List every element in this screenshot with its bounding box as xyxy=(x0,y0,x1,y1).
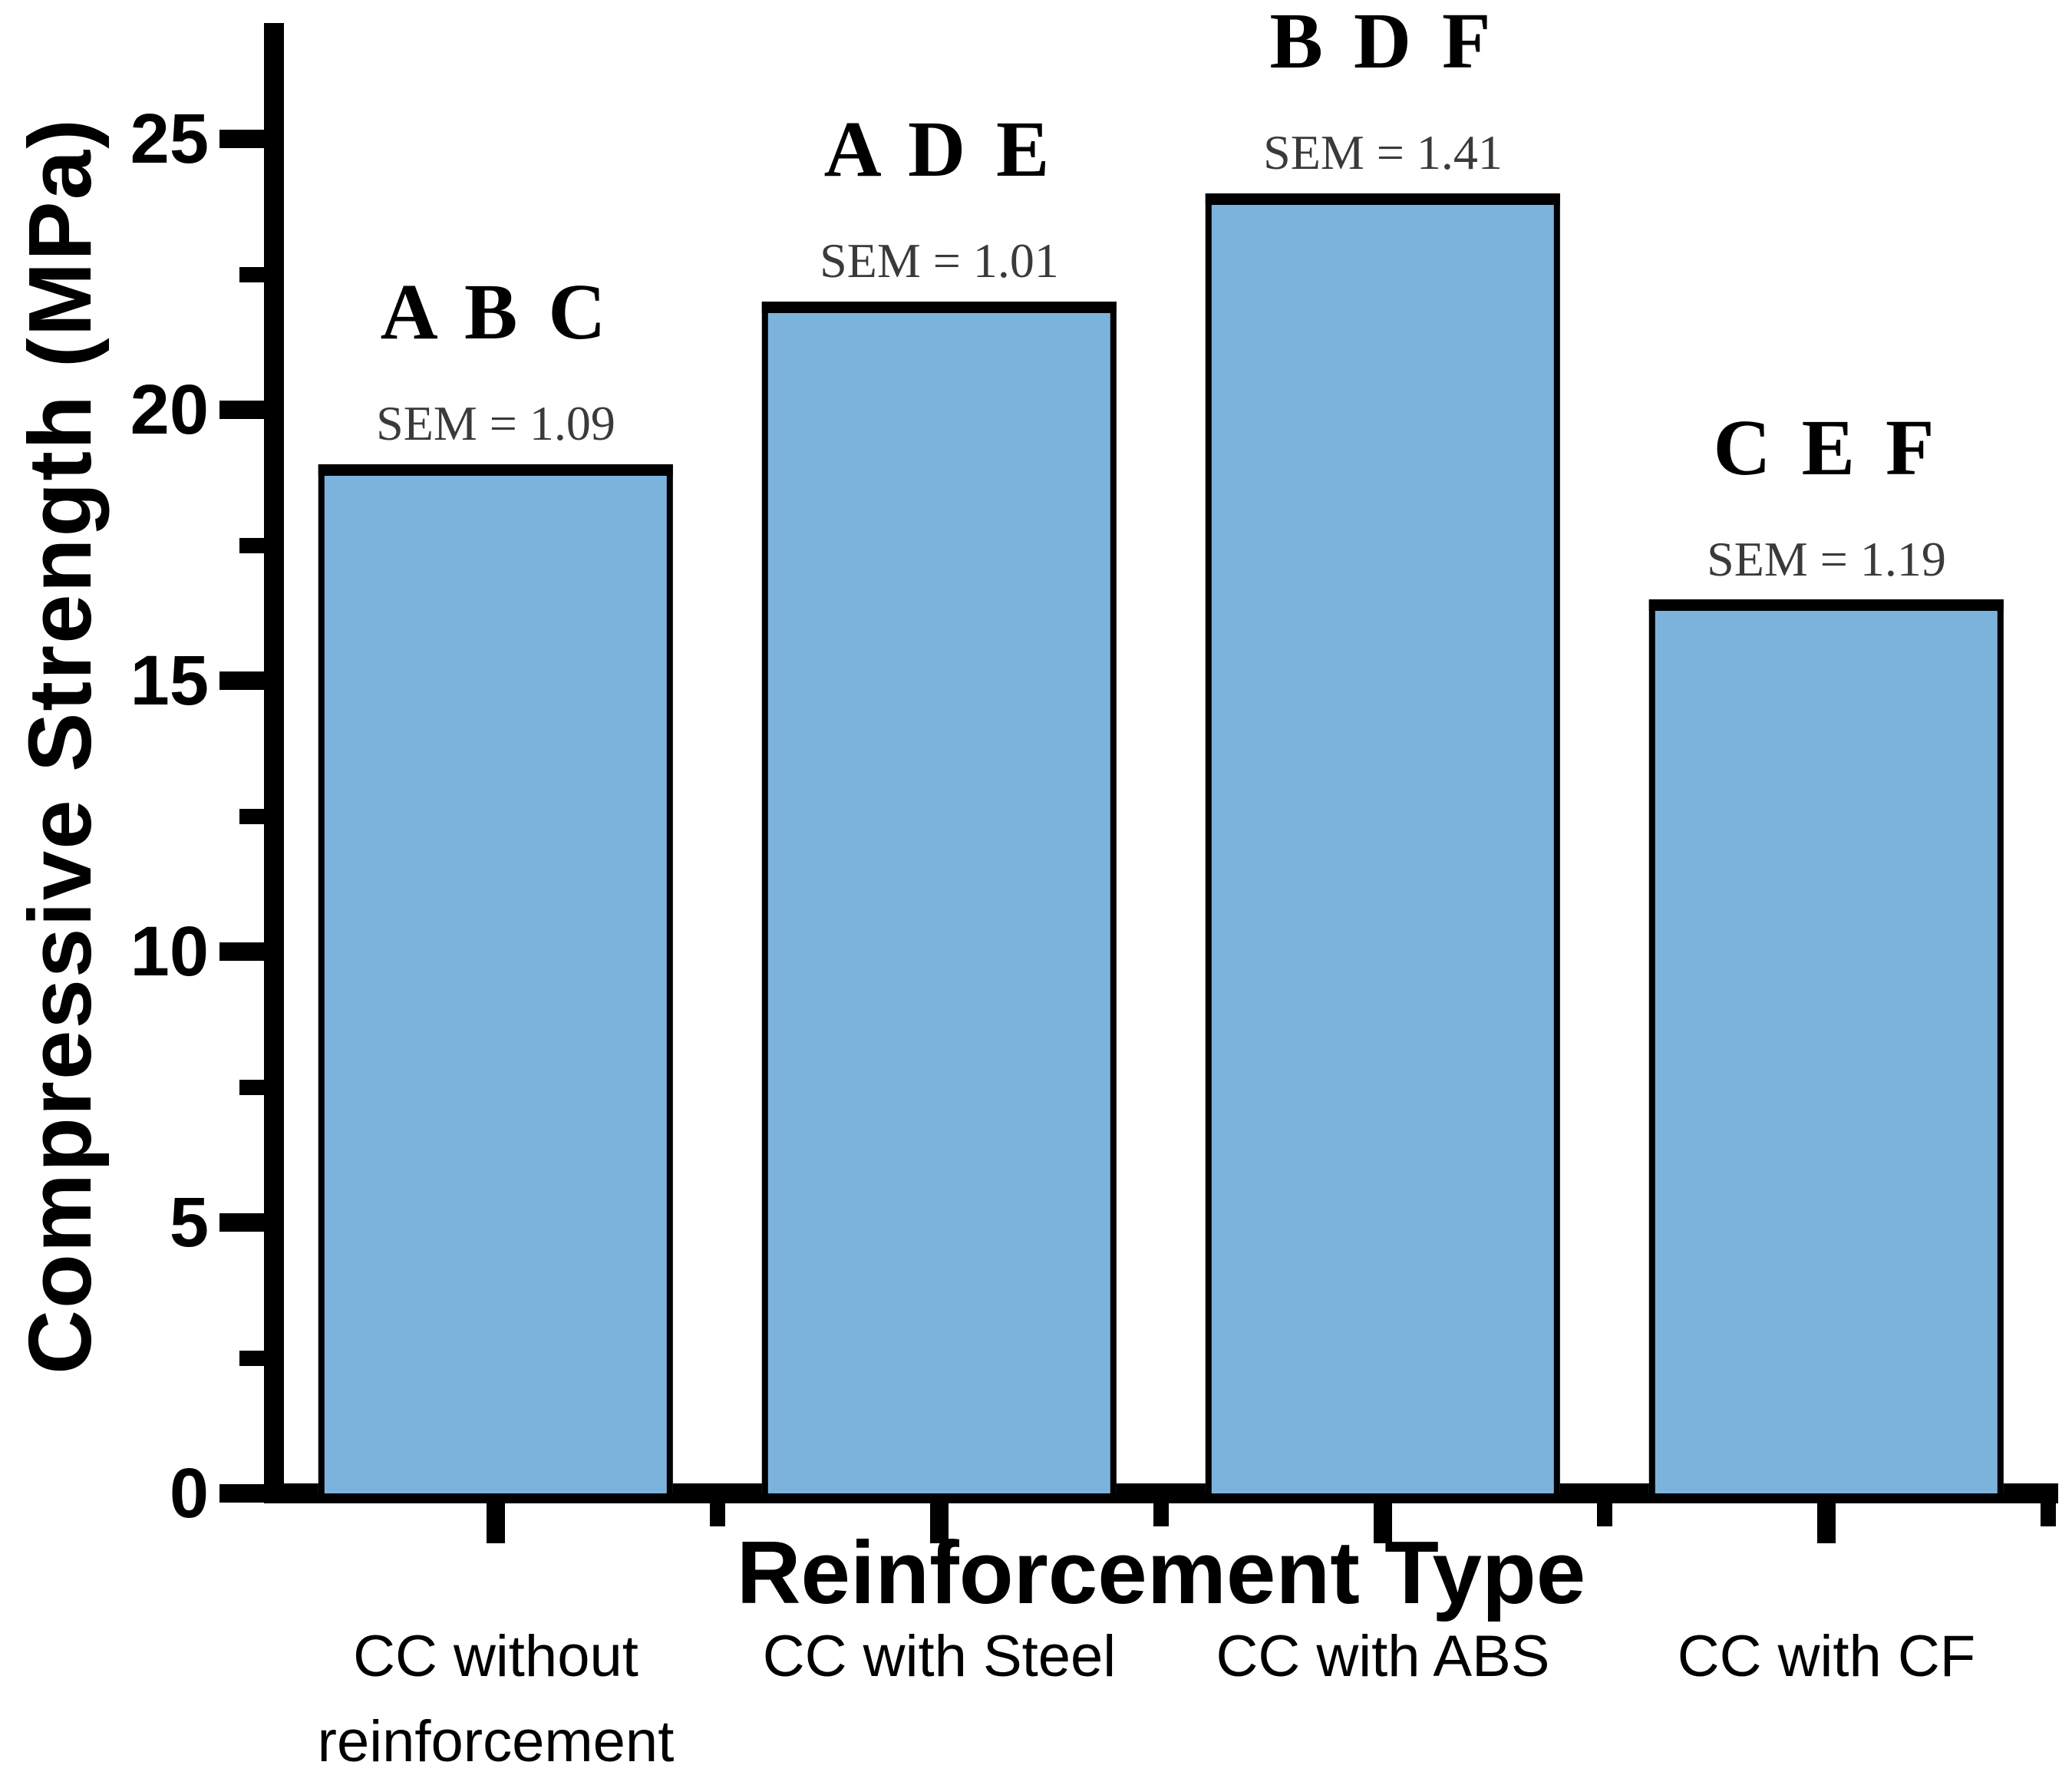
significance-letters: C E F xyxy=(1713,403,1940,492)
x-minor-tick xyxy=(710,1503,725,1526)
x-major-tick xyxy=(487,1503,505,1543)
y-tick-label: 5 xyxy=(169,1183,209,1262)
sem-label: SEM = 1.01 xyxy=(820,233,1059,289)
x-minor-tick xyxy=(2041,1503,2056,1526)
x-category-label: CC with ABS xyxy=(1216,1624,1550,1689)
y-major-tick xyxy=(219,1484,264,1503)
x-major-tick xyxy=(1374,1503,1392,1543)
significance-letters: A B C xyxy=(380,268,612,357)
bar-group-cc-with-abs: B D F SEM = 1.41 xyxy=(1161,0,1605,1780)
y-axis-line xyxy=(264,23,284,1503)
x-category-label: CC with Steel xyxy=(762,1624,1117,1689)
bar-group-cc-with-cf: C E F SEM = 1.19 xyxy=(1605,0,2048,1780)
significance-letters: B D F xyxy=(1269,0,1496,86)
x-category-label: CC with CF xyxy=(1677,1624,1976,1689)
y-tick-label: 20 xyxy=(130,371,209,449)
y-tick-label: 25 xyxy=(130,100,209,178)
y-minor-tick xyxy=(239,537,264,553)
y-tick-label: 0 xyxy=(169,1454,209,1533)
y-major-tick xyxy=(219,671,264,690)
bar xyxy=(1648,599,2004,1493)
x-minor-tick xyxy=(1597,1503,1612,1526)
x-axis-title: Reinforcement Type xyxy=(736,1523,1586,1622)
bar xyxy=(318,464,674,1493)
bar xyxy=(761,301,1117,1493)
x-major-tick xyxy=(1817,1503,1836,1543)
sem-label: SEM = 1.19 xyxy=(1707,531,1946,586)
y-tick-label: 10 xyxy=(130,912,209,991)
y-major-tick xyxy=(219,401,264,419)
bar xyxy=(1205,193,1561,1493)
y-axis-title: Compressive Strength (MPa) xyxy=(10,117,110,1374)
sem-label: SEM = 1.41 xyxy=(1263,125,1503,180)
y-major-tick xyxy=(219,942,264,961)
bar-group-cc-without-reinforcement: A B C SEM = 1.09 xyxy=(274,0,718,1780)
x-minor-tick xyxy=(1153,1503,1169,1526)
y-major-tick xyxy=(219,130,264,148)
x-major-tick xyxy=(930,1503,949,1543)
y-tick-label: 15 xyxy=(130,642,209,720)
bar-group-cc-with-steel: A D E SEM = 1.01 xyxy=(718,0,1161,1780)
y-minor-tick xyxy=(239,266,264,282)
y-minor-tick xyxy=(239,1079,264,1095)
significance-letters: A D E xyxy=(823,105,1055,194)
x-category-label: CC without reinforcement xyxy=(317,1624,675,1774)
y-major-tick xyxy=(219,1213,264,1232)
y-minor-tick xyxy=(239,1350,264,1366)
sem-label: SEM = 1.09 xyxy=(376,396,615,451)
y-minor-tick xyxy=(239,808,264,824)
